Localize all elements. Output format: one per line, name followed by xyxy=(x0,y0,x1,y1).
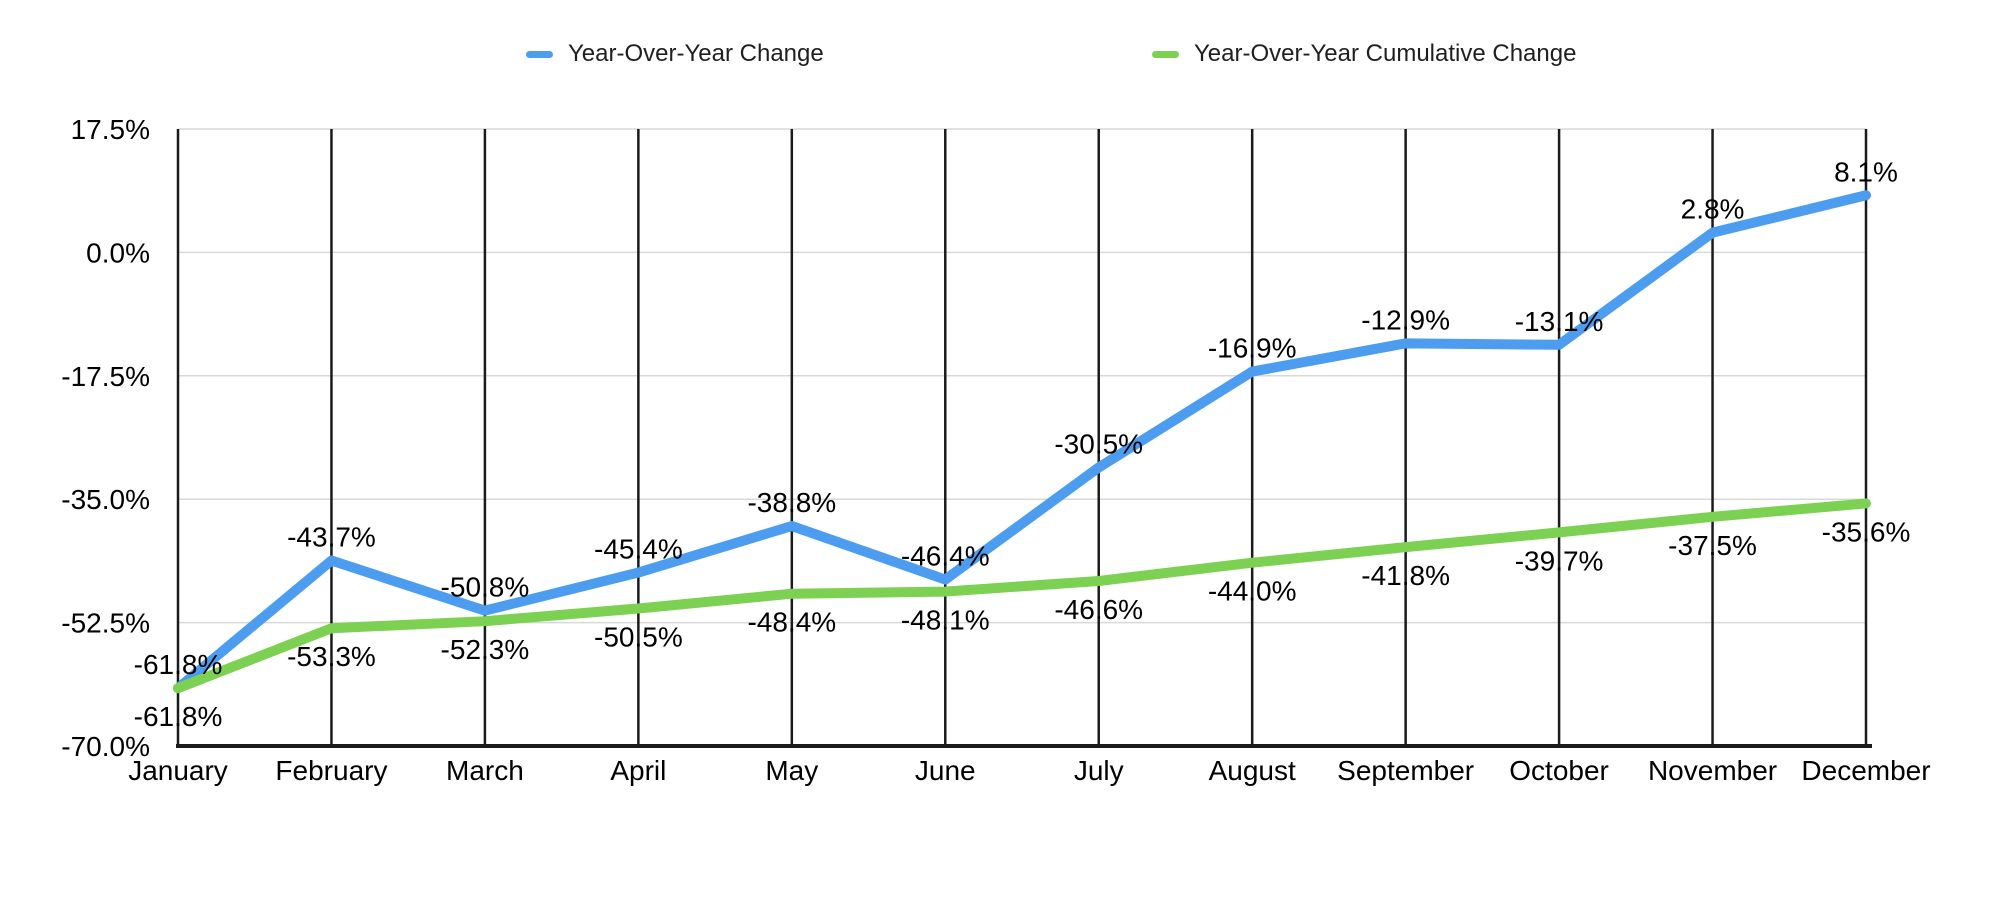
data-label: -41.8% xyxy=(1361,560,1450,591)
x-tick-label: February xyxy=(275,755,387,786)
x-tick-label: March xyxy=(446,755,524,786)
data-label: -50.5% xyxy=(594,621,683,652)
data-label: -48.1% xyxy=(901,605,990,636)
data-label: -46.6% xyxy=(1054,594,1143,625)
data-label: -46.4% xyxy=(901,541,990,572)
legend-item-yoy-change: Year-Over-Year Change xyxy=(526,40,824,68)
x-tick-label: July xyxy=(1074,755,1124,786)
x-tick-label: May xyxy=(765,755,818,786)
data-label: -50.8% xyxy=(441,572,530,603)
legend-label-yoy-change: Year-Over-Year Change xyxy=(568,40,824,67)
legend-label-cumulative-change: Year-Over-Year Cumulative Change xyxy=(1194,40,1577,67)
x-tick-label: November xyxy=(1648,755,1777,786)
series-line-1 xyxy=(173,498,1871,694)
data-label: -45.4% xyxy=(594,534,683,565)
data-label: -38.8% xyxy=(747,487,836,518)
data-label: -16.9% xyxy=(1208,333,1297,364)
x-tick-label: April xyxy=(610,755,666,786)
x-tick-label: August xyxy=(1209,755,1296,786)
data-label: -43.7% xyxy=(287,522,376,553)
legend-swatch-cumulative-change xyxy=(1152,50,1179,58)
data-label: -61.8% xyxy=(134,701,223,732)
series-line-0 xyxy=(173,190,1871,694)
data-label: -13.1% xyxy=(1515,306,1604,337)
data-label: -37.5% xyxy=(1668,530,1757,561)
y-tick-label: 0.0% xyxy=(86,237,150,268)
y-tick-label: -17.5% xyxy=(61,361,150,392)
data-label: -30.5% xyxy=(1054,428,1143,459)
data-label: -52.3% xyxy=(441,634,530,665)
y-tick-label: -52.5% xyxy=(61,608,150,639)
y-tick-label: -70.0% xyxy=(61,731,150,762)
data-label: 8.1% xyxy=(1834,156,1898,187)
data-label: -53.3% xyxy=(287,641,376,672)
data-label: -61.8% xyxy=(134,649,223,680)
x-tick-label: January xyxy=(128,755,228,786)
x-tick-label: June xyxy=(915,755,976,786)
data-label: -39.7% xyxy=(1515,545,1604,576)
legend-swatch-yoy-change xyxy=(526,50,553,58)
data-label: 2.8% xyxy=(1681,194,1745,225)
data-label: -12.9% xyxy=(1361,304,1450,335)
y-tick-label: -35.0% xyxy=(61,484,150,515)
x-tick-label: December xyxy=(1801,755,1930,786)
legend-item-cumulative-change: Year-Over-Year Cumulative Change xyxy=(1152,40,1576,68)
y-tick-label: 17.5% xyxy=(71,114,150,145)
x-tick-label: September xyxy=(1337,755,1474,786)
data-label: -35.6% xyxy=(1822,516,1911,547)
data-label: -44.0% xyxy=(1208,576,1297,607)
chart-legend: Year-Over-Year Change Year-Over-Year Cum… xyxy=(0,0,1996,86)
x-tick-label: October xyxy=(1509,755,1609,786)
data-label: -48.4% xyxy=(747,607,836,638)
